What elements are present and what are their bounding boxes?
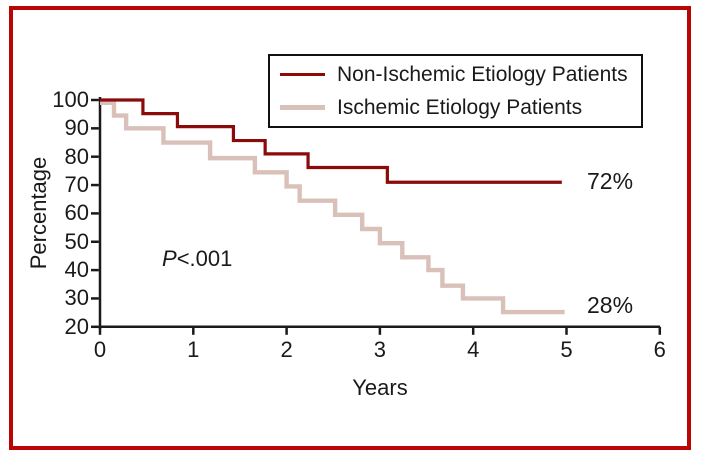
legend-item-ischemic: Ischemic Etiology Patients	[270, 96, 641, 120]
legend-label-ischemic: Ischemic Etiology Patients	[337, 95, 583, 119]
legend-label-non-ischemic: Non-Ischemic Etiology Patients	[337, 62, 628, 86]
y-tick-label: 90	[64, 115, 89, 141]
y-tick-label: 50	[64, 228, 89, 254]
x-tick-label: 5	[560, 337, 573, 362]
legend: Non-Ischemic Etiology Patients Ischemic …	[268, 54, 643, 128]
legend-item-non-ischemic: Non-Ischemic Etiology Patients	[270, 63, 641, 87]
final-percent-non-ischemic: 72%	[587, 168, 634, 194]
x-axis-title: Years	[352, 375, 408, 400]
x-tick-label: 4	[467, 337, 480, 362]
y-tick-label: 30	[64, 285, 89, 311]
p-value-text: <.001	[176, 246, 233, 271]
final-percent-ischemic: 28%	[587, 292, 634, 318]
x-tick-label: 6	[653, 337, 666, 362]
p-value-symbol: P	[162, 246, 177, 271]
x-tick-label: 2	[280, 337, 293, 362]
curve-ischemic	[100, 100, 565, 315]
non-ischemic-line-swatch	[280, 72, 325, 77]
ischemic-line-swatch	[280, 105, 325, 110]
x-tick-label: 0	[93, 337, 107, 362]
y-tick-label: 80	[64, 143, 89, 169]
p-value-annotation: P<.001	[162, 246, 232, 272]
x-tick-label: 1	[187, 337, 200, 362]
x-tick-label: 3	[373, 337, 387, 362]
curve-non-ischemic	[100, 98, 562, 184]
y-tick-label: 60	[64, 200, 89, 226]
y-tick-label: 20	[64, 313, 89, 339]
y-tick-label: 40	[64, 257, 89, 283]
y-tick-label: 70	[64, 172, 89, 198]
y-axis-title: Percentage	[26, 156, 51, 270]
figure-border	[9, 6, 691, 450]
y-tick-label: 100	[52, 87, 89, 112]
